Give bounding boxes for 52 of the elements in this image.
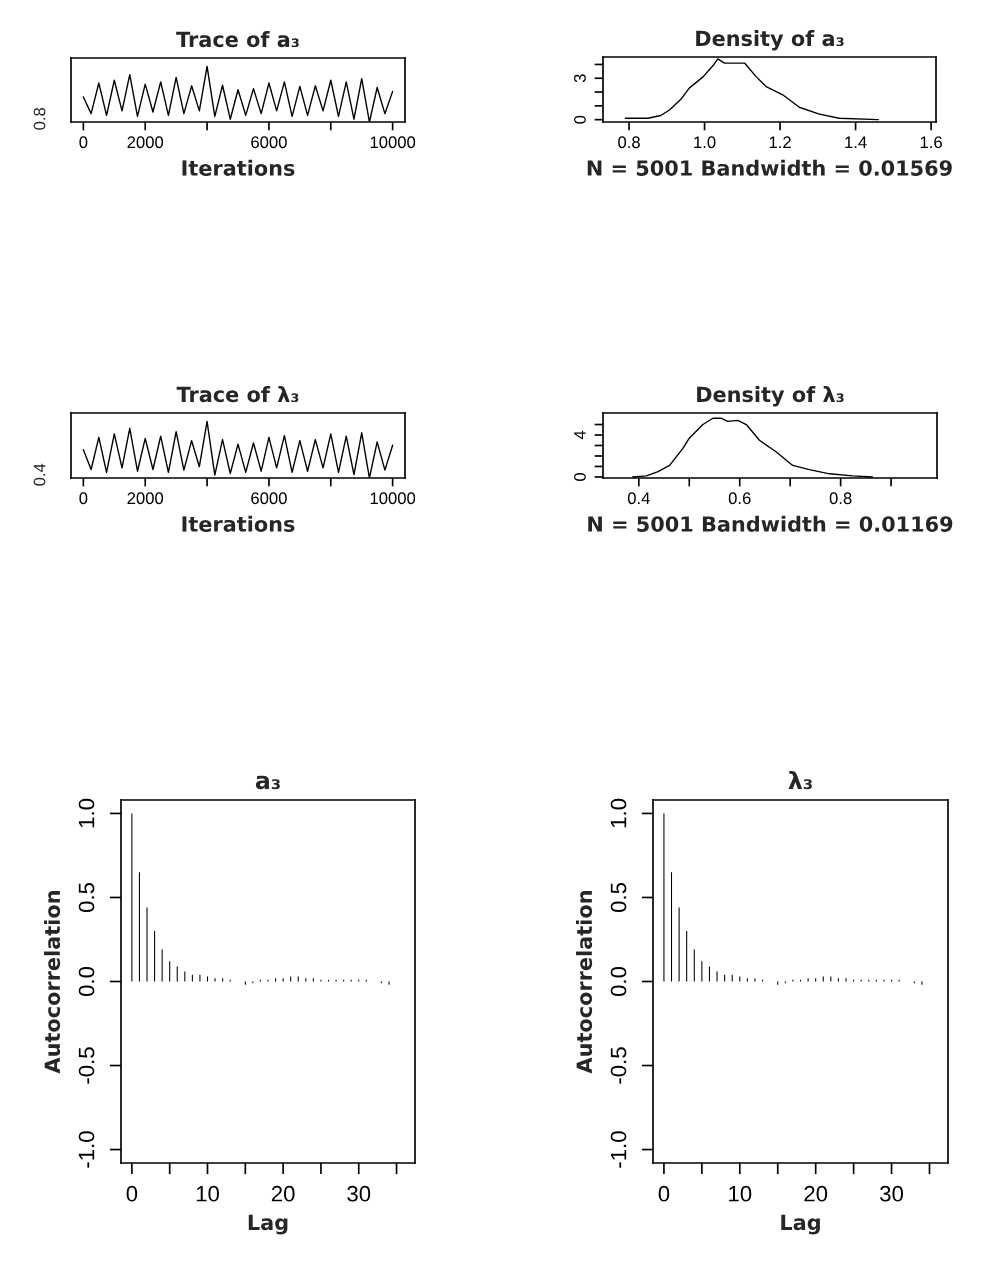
chart-title: Trace of λ₃ <box>176 386 299 403</box>
y-axis-title: Autocorrelation <box>576 891 593 1074</box>
x-axis-title: Iterations <box>182 159 295 176</box>
y-tick-label: 0.5 <box>78 882 95 913</box>
x-tick-label: 6000 <box>251 492 287 505</box>
x-tick-label: 0.8 <box>829 492 852 505</box>
chart-title: a₃ <box>255 775 280 790</box>
y-tick-label: 0.0 <box>610 966 627 997</box>
chart-title: Density of a₃ <box>696 30 844 51</box>
y-tick-label: 4 <box>574 430 586 440</box>
chart-title: Density of λ₃ <box>697 386 844 407</box>
y-tick-label: 0.0 <box>78 966 95 997</box>
chart-title: Trace of a₃ <box>176 31 299 48</box>
y-axis-title: Autocorrelation <box>44 891 61 1074</box>
x-tick-label: 10000 <box>370 492 416 505</box>
y-tick-label: 0 <box>574 472 586 481</box>
x-tick-label: 10000 <box>370 136 416 149</box>
x-tick-label: 0.6 <box>728 492 751 505</box>
x-tick-label: 2000 <box>127 136 164 149</box>
chart-title: λ₃ <box>788 770 812 790</box>
x-tick-label: 30 <box>880 1185 904 1202</box>
text: 0.4 <box>33 463 46 486</box>
x-tick-label: 10 <box>729 1185 752 1202</box>
x-axis-title: N = 5001 Bandwidth = 0.01569 <box>587 159 952 176</box>
y-tick-label: 0.5 <box>610 882 627 913</box>
x-tick-label: 1.0 <box>694 136 716 149</box>
x-tick-label: 10 <box>196 1185 219 1202</box>
x-tick-label: 30 <box>347 1185 371 1202</box>
x-tick-label: 1.6 <box>920 136 942 149</box>
x-tick-label: 20 <box>271 1185 295 1202</box>
x-tick-label: 0.4 <box>627 492 650 505</box>
text: 0.8 <box>33 107 46 130</box>
y-tick-label: 1.0 <box>610 798 627 828</box>
y-tick-label: 0 <box>574 115 586 124</box>
x-tick-label: 1.2 <box>769 136 791 148</box>
y-tick-label: 3 <box>574 74 586 83</box>
x-axis-title: Lag <box>781 1214 820 1235</box>
y-tick-label: 1.0 <box>78 798 95 828</box>
x-tick-label: 0 <box>658 1185 670 1202</box>
y-tick-label: -0.5 <box>610 1047 627 1084</box>
x-axis-title: Iterations <box>182 515 295 532</box>
x-tick-label: 6000 <box>251 136 287 149</box>
x-tick-label: 1.4 <box>845 136 867 148</box>
x-axis-title: Lag <box>248 1214 288 1235</box>
y-tick-label: -1.0 <box>610 1131 627 1168</box>
x-tick-label: 20 <box>804 1185 828 1202</box>
x-tick-label: 0.8 <box>618 136 640 149</box>
y-tick-label: -0.5 <box>78 1047 95 1084</box>
x-axis-title: N = 5001 Bandwidth = 0.01169 <box>588 515 953 532</box>
x-tick-label: 0 <box>126 1185 138 1202</box>
x-tick-label: 2000 <box>127 492 164 505</box>
y-tick-label: -1.0 <box>78 1131 95 1168</box>
